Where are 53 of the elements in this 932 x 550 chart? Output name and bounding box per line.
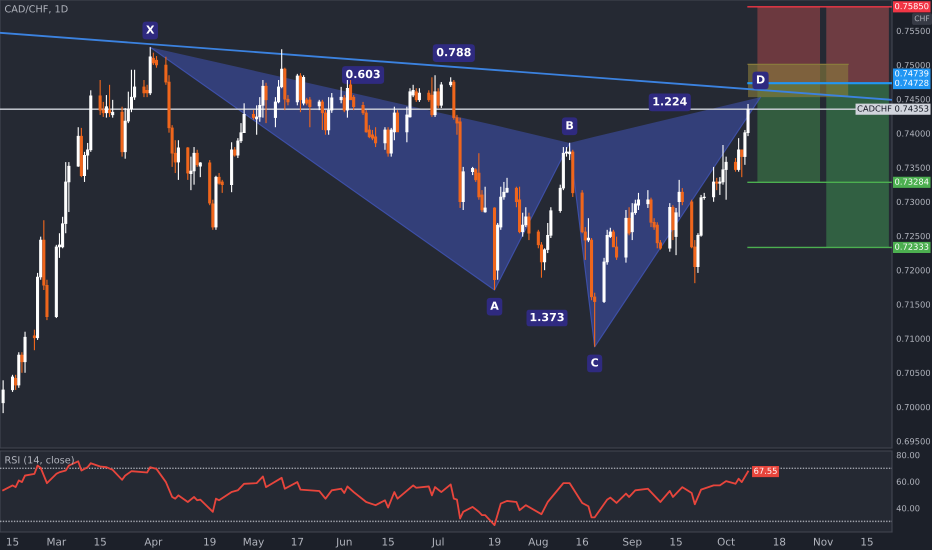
y-tick-label: 0.71500	[896, 301, 930, 308]
y-tick-label: 0.73000	[896, 198, 930, 206]
x-tick-label: Jun	[336, 538, 352, 548]
annotation: 0.788	[436, 48, 471, 56]
annotation: A	[490, 302, 499, 310]
x-tick-label: Sep	[623, 538, 642, 548]
y-tick-label: 0.71000	[896, 336, 930, 342]
y-tick-label: 0.75500	[896, 28, 930, 34]
annotation: 1.224	[653, 97, 687, 106]
x-tick-label: Jul	[431, 538, 444, 548]
y-tick-label: 0.70500	[896, 370, 930, 376]
y-tick-label: 0.70000	[896, 404, 930, 410]
x-tick-label: 19	[204, 538, 216, 546]
annotation: C	[591, 358, 598, 367]
annotation: B	[566, 121, 574, 130]
x-tick-label: 15	[7, 538, 18, 546]
annotation: 0.603	[346, 70, 380, 78]
y-tick-label: 0.73500	[896, 164, 930, 171]
annotation: D	[756, 75, 765, 84]
x-tick-label: 18	[774, 538, 786, 546]
ref-line-label: 0.74728	[895, 80, 928, 86]
annotation: 1.373	[530, 312, 564, 322]
y-tick-label: 40.00	[896, 505, 920, 512]
annotation: X	[146, 25, 154, 34]
ref-line-label: CADCHF 0.74353	[858, 105, 928, 112]
x-tick-label: 17	[292, 538, 304, 546]
x-tick-label: 15	[382, 538, 394, 546]
x-tick-label: Oct	[718, 538, 735, 546]
x-tick-label: 15	[94, 538, 106, 546]
ref-line-label: 0.75850	[895, 2, 928, 10]
ref-line-label: 0.74739	[895, 70, 928, 76]
y-tick-label: 0.69500	[896, 438, 930, 444]
data-label: 67.55	[754, 468, 777, 474]
chart-title: CAD/CHF, 1D	[5, 5, 68, 14]
y-tick-label: 0.75000	[896, 62, 930, 68]
x-tick-label: Mar	[48, 538, 66, 546]
chart-title: RSI (14, close)	[5, 456, 74, 465]
x-tick-label: 19	[489, 538, 500, 546]
x-tick-label: Aug	[528, 538, 548, 548]
x-tick-label: 15	[670, 538, 682, 546]
x-tick-label: May	[244, 538, 264, 548]
y-tick-label: 0.74000	[896, 130, 930, 137]
y-tick-label: 80.00	[896, 452, 920, 458]
y-tick-label: 0.72500	[896, 232, 930, 240]
ref-line-label: 0.72333	[895, 244, 928, 250]
y-tick-label: 60.00	[896, 478, 920, 485]
x-tick-label: 16	[576, 538, 588, 546]
y-tick-label: 0.74500	[896, 96, 930, 102]
x-tick-label: 15	[861, 538, 873, 546]
x-tick-label: Apr	[144, 538, 162, 548]
ref-line-label: 0.73284	[895, 178, 929, 185]
x-tick-label: Nov	[814, 538, 833, 546]
y-tick-label: 0.72000	[896, 267, 930, 274]
